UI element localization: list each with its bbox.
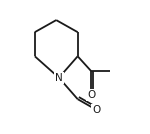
Text: O: O	[92, 105, 100, 115]
Text: N: N	[55, 73, 63, 83]
Text: O: O	[87, 90, 95, 100]
